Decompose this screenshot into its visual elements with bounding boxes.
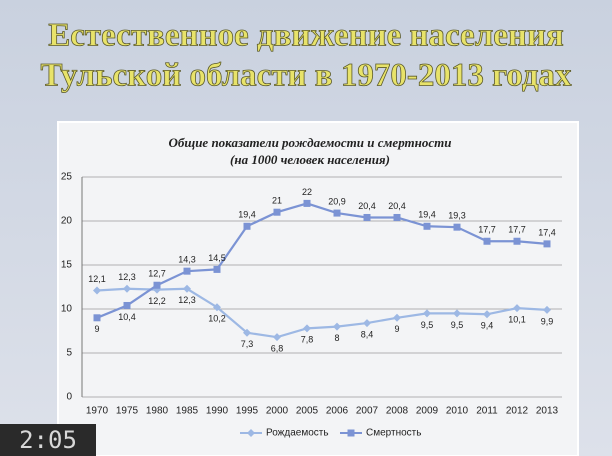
- y-tick-label: 10: [61, 304, 73, 315]
- marker: [513, 237, 521, 245]
- data-label: 10,2: [208, 314, 226, 324]
- data-label: 9: [94, 324, 99, 334]
- marker: [483, 237, 491, 245]
- data-label: 7,3: [241, 339, 254, 349]
- legend-label: Рождаемость: [266, 428, 329, 439]
- marker: [183, 267, 191, 275]
- x-tick-label: 2011: [476, 406, 498, 417]
- data-label: 20,9: [328, 196, 346, 206]
- data-label: 22: [302, 187, 312, 197]
- marker: [213, 265, 221, 273]
- data-label: 12,7: [148, 269, 166, 279]
- marker: [453, 223, 461, 231]
- marker: [153, 281, 161, 289]
- marker: [183, 284, 191, 293]
- data-label: 12,3: [178, 295, 196, 305]
- x-tick-label: 1985: [176, 406, 199, 417]
- marker: [273, 333, 281, 342]
- y-tick-label: 20: [61, 216, 73, 227]
- data-label: 9,5: [421, 320, 434, 330]
- x-tick-label: 2009: [416, 406, 439, 417]
- marker: [543, 240, 551, 248]
- marker: [243, 328, 251, 337]
- marker: [453, 309, 461, 318]
- marker: [393, 213, 401, 221]
- marker: [363, 319, 371, 328]
- marker: [543, 305, 551, 314]
- marker: [483, 310, 491, 319]
- data-label: 9,9: [541, 316, 554, 326]
- data-label: 7,8: [301, 335, 314, 345]
- data-label: 8: [334, 333, 339, 343]
- series-line: [96, 287, 548, 339]
- marker: [123, 284, 131, 293]
- marker: [393, 313, 401, 322]
- marker: [93, 286, 101, 295]
- data-label: 19,3: [448, 211, 466, 221]
- legend-marker: [347, 429, 355, 437]
- marker: [243, 222, 251, 230]
- x-tick-label: 2000: [266, 406, 289, 417]
- marker: [303, 324, 311, 333]
- x-tick-label: 2010: [446, 406, 469, 417]
- data-label: 6,8: [271, 344, 284, 354]
- data-label: 10,1: [508, 314, 526, 324]
- x-tick-label: 2005: [296, 406, 319, 417]
- data-label: 14,5: [208, 253, 226, 263]
- data-label: 12,1: [88, 274, 106, 284]
- data-label: 12,3: [118, 272, 136, 282]
- x-tick-label: 1990: [206, 406, 229, 417]
- x-tick-label: 1995: [236, 406, 259, 417]
- clock-panel: [0, 424, 96, 456]
- chart-subtitle: (на 1000 человек населения): [230, 152, 390, 167]
- x-tick-label: 2008: [386, 406, 409, 417]
- data-label: 19,4: [238, 210, 256, 220]
- legend-marker: [247, 429, 255, 437]
- slide-title: Тульской области в 1970-2013 годах: [40, 58, 572, 94]
- marker: [513, 304, 521, 313]
- data-label: 17,7: [478, 225, 496, 235]
- data-label: 10,4: [118, 312, 136, 322]
- x-tick-label: 2013: [536, 406, 559, 417]
- clock: 2:05: [19, 426, 77, 454]
- slide-title: Естественное движение населения: [48, 18, 564, 54]
- marker: [333, 322, 341, 331]
- data-label: 20,4: [358, 201, 376, 211]
- data-label: 17,4: [538, 227, 556, 237]
- marker: [423, 222, 431, 230]
- x-tick-label: 2006: [326, 406, 349, 417]
- marker: [363, 213, 371, 221]
- x-tick-label: 1970: [86, 406, 109, 417]
- data-label: 12,2: [148, 296, 166, 306]
- marker: [93, 314, 101, 322]
- data-label: 9,5: [451, 320, 464, 330]
- data-label: 20,4: [388, 201, 406, 211]
- x-tick-label: 1980: [146, 406, 169, 417]
- chart-title: Общие показатели рождаемости и смертност…: [169, 135, 452, 150]
- y-tick-label: 15: [61, 260, 73, 271]
- x-tick-label: 1975: [116, 406, 139, 417]
- y-tick-label: 0: [66, 392, 72, 403]
- data-label: 21: [272, 196, 282, 206]
- series-line: [96, 202, 548, 319]
- y-tick-label: 25: [61, 172, 73, 183]
- x-tick-label: 2012: [506, 406, 529, 417]
- data-label: 19,4: [418, 210, 436, 220]
- x-tick-label: 2007: [356, 406, 379, 417]
- data-label: 17,7: [508, 225, 526, 235]
- marker: [273, 208, 281, 216]
- marker: [123, 301, 131, 309]
- data-label: 14,3: [178, 255, 196, 265]
- data-label: 9,4: [481, 321, 494, 331]
- y-tick-label: 5: [66, 348, 72, 359]
- marker: [423, 309, 431, 318]
- data-label: 9: [394, 324, 399, 334]
- data-label: 8,4: [361, 329, 374, 339]
- legend-label: Смертность: [366, 428, 421, 439]
- marker: [333, 209, 341, 217]
- marker: [213, 303, 221, 312]
- marker: [303, 199, 311, 207]
